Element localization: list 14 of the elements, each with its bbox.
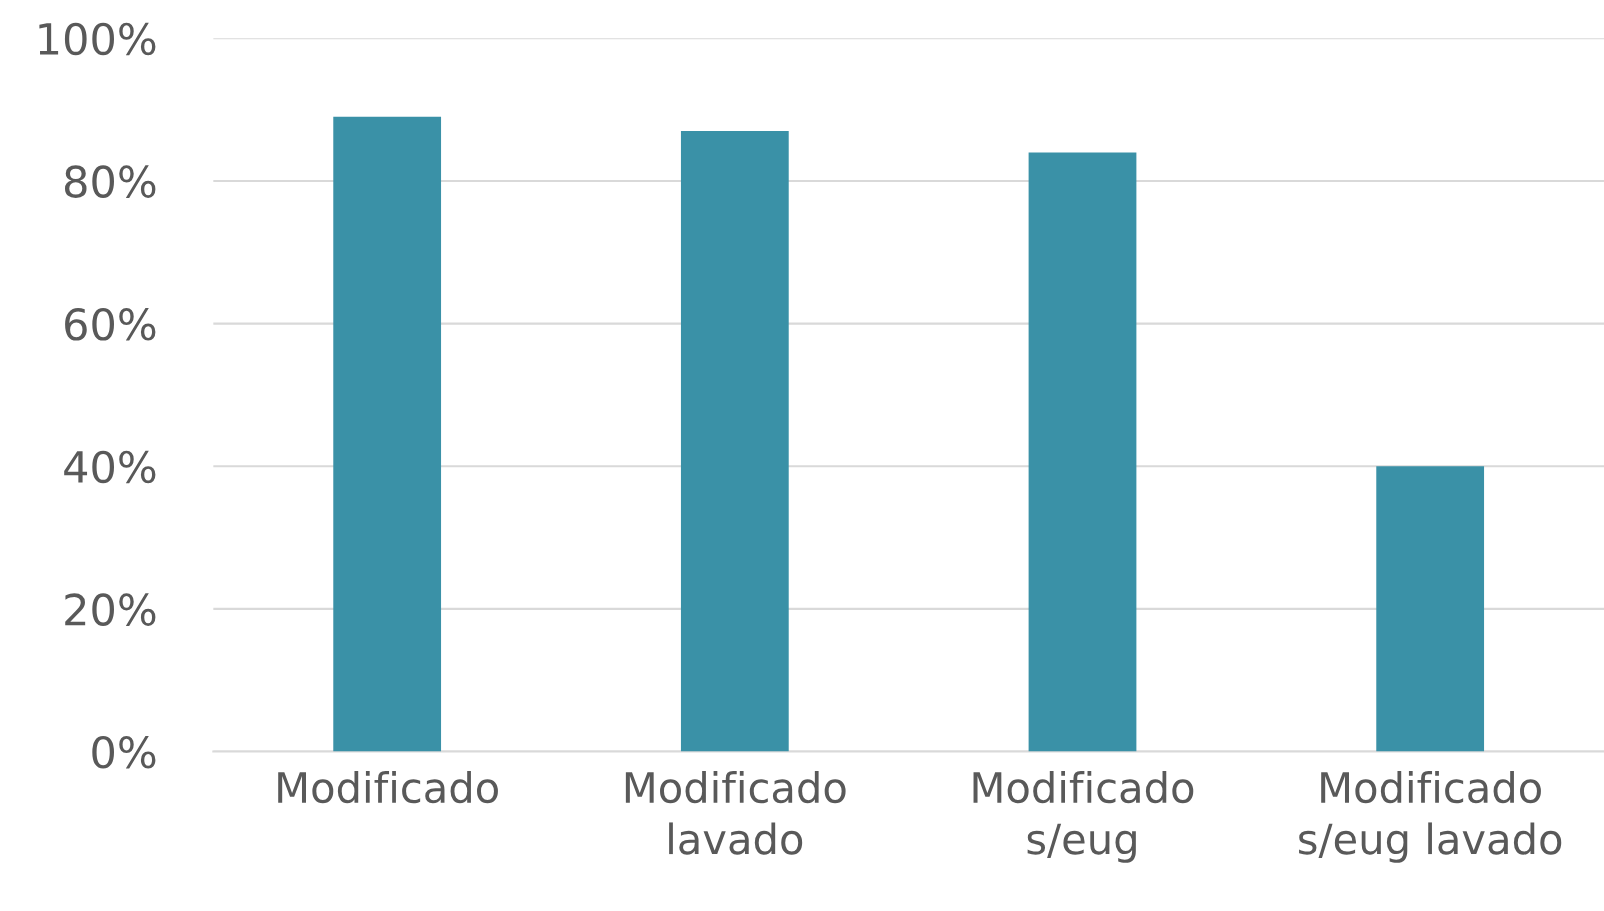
bar: [680, 130, 789, 752]
y-tick-label: 20%: [65, 593, 156, 626]
bar: [1028, 152, 1137, 752]
y-tick-label: 100%: [39, 22, 156, 56]
y-tick-label: 60%: [65, 307, 156, 341]
y-tick-label: 40%: [64, 450, 156, 484]
bar: [333, 116, 442, 752]
y-tick-label: 0%: [92, 735, 156, 769]
bar: [1376, 466, 1485, 752]
x-tick-label: Modificado s/eug: [973, 771, 1194, 863]
y-tick-label: 80%: [65, 165, 156, 198]
x-tick-label: Modificado: [278, 771, 498, 804]
x-tick-label: Modificado s/eug lavado: [1299, 771, 1562, 863]
x-tick-label: Modificado lavado: [625, 771, 846, 855]
